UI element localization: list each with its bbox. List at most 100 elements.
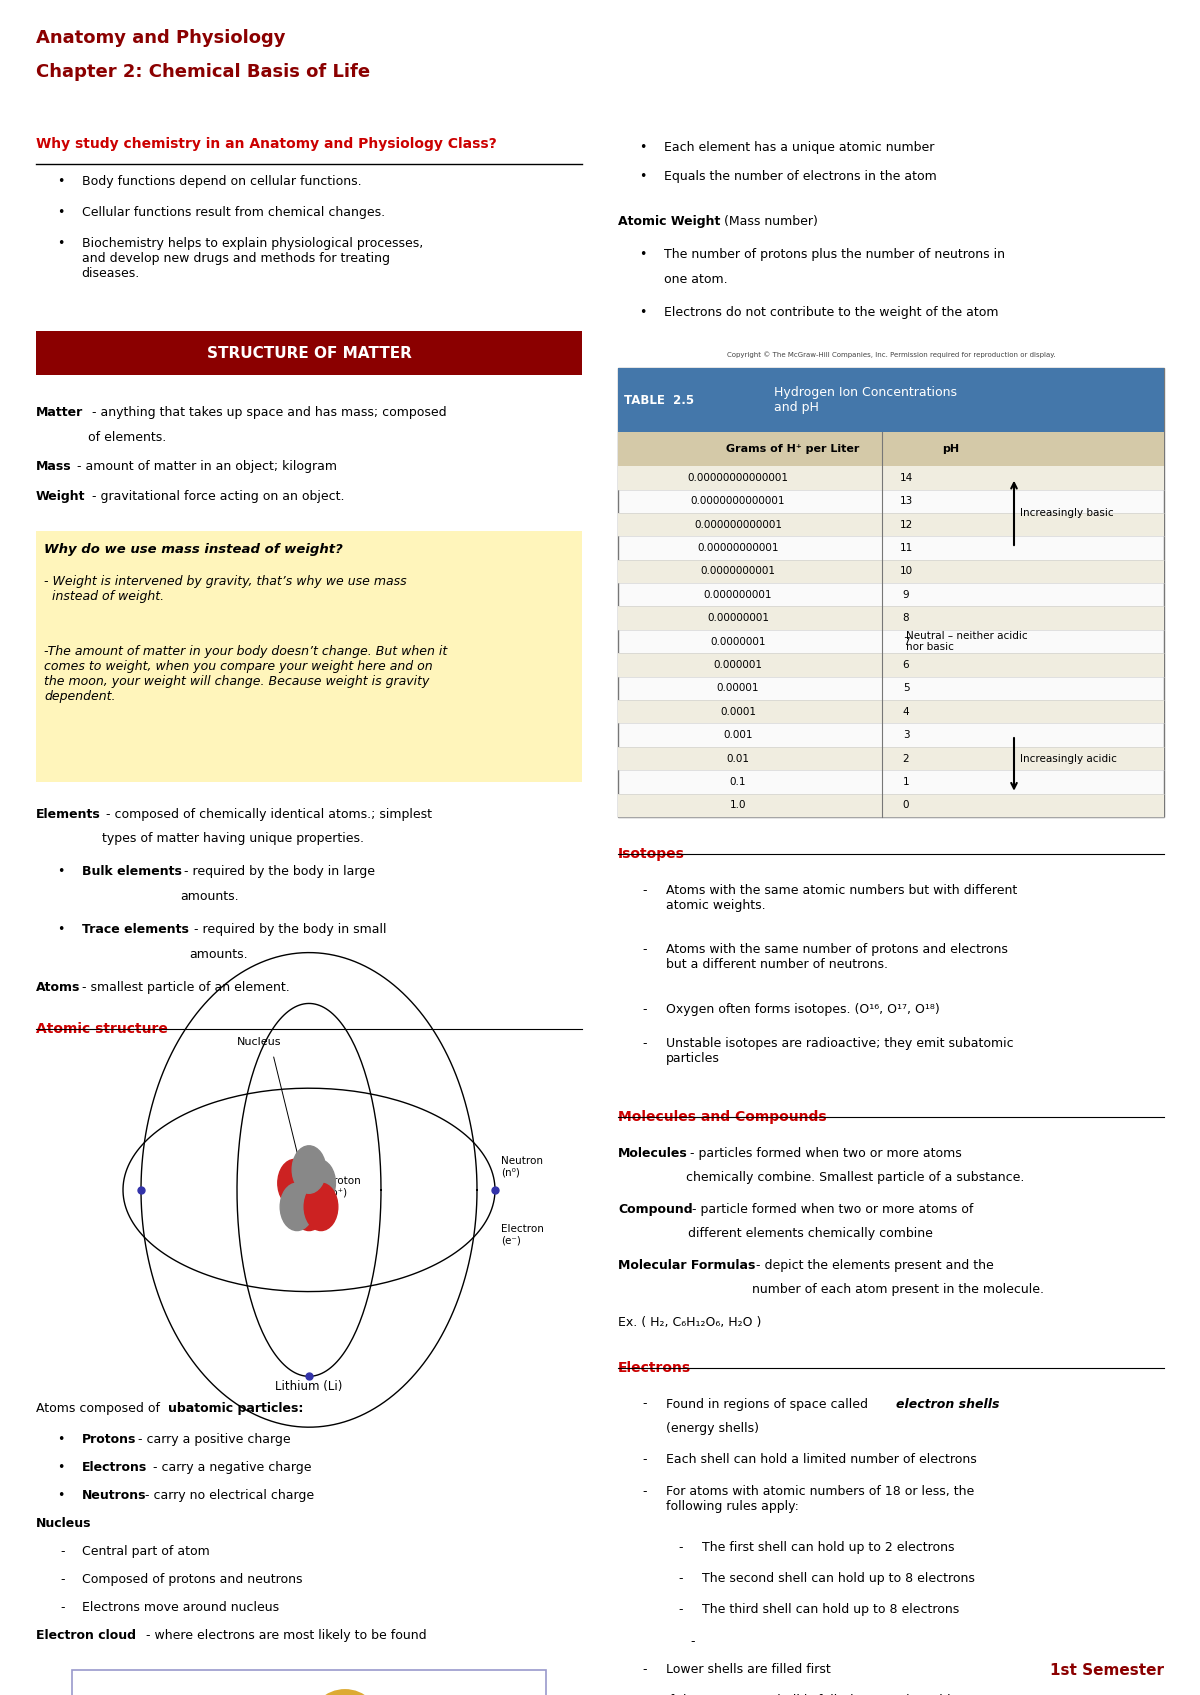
Text: Central part of atom: Central part of atom (82, 1546, 209, 1558)
Text: STRUCTURE OF MATTER: STRUCTURE OF MATTER (206, 346, 412, 361)
Text: 10: 10 (900, 566, 912, 576)
Text: Why study chemistry in an Anatomy and Physiology Class?: Why study chemistry in an Anatomy and Ph… (36, 137, 497, 151)
Text: Electron cloud: Electron cloud (36, 1629, 136, 1642)
Text: •: • (640, 141, 647, 154)
Text: Why do we use mass instead of weight?: Why do we use mass instead of weight? (44, 542, 343, 556)
Text: 1st Semester: 1st Semester (1050, 1663, 1164, 1678)
Text: Chapter 2: Chemical Basis of Life: Chapter 2: Chemical Basis of Life (36, 63, 370, 81)
Text: Electron
(e⁻): Electron (e⁻) (502, 1224, 544, 1246)
Text: Composed of protons and neutrons: Composed of protons and neutrons (82, 1573, 302, 1587)
Text: 0.0000000001: 0.0000000001 (701, 566, 775, 576)
Circle shape (281, 1183, 314, 1231)
Text: 9: 9 (902, 590, 910, 600)
Text: amounts.: amounts. (180, 890, 239, 903)
Text: 0.0000001: 0.0000001 (710, 637, 766, 646)
Text: For atoms with atomic numbers of 18 or less, the
following rules apply:: For atoms with atomic numbers of 18 or l… (666, 1485, 974, 1514)
Text: •: • (58, 1461, 65, 1475)
Text: (energy shells): (energy shells) (666, 1422, 760, 1436)
Text: 11: 11 (899, 542, 913, 553)
Text: 0.00000000000001: 0.00000000000001 (688, 473, 788, 483)
Text: of elements.: of elements. (88, 431, 166, 444)
Text: - depict the elements present and the: - depict the elements present and the (752, 1258, 994, 1271)
Text: 13: 13 (899, 497, 913, 507)
Text: •: • (640, 247, 647, 261)
FancyBboxPatch shape (618, 514, 1164, 536)
FancyBboxPatch shape (618, 368, 1164, 817)
Text: Increasingly acidic: Increasingly acidic (1020, 754, 1117, 763)
Text: pH: pH (942, 444, 959, 454)
Text: - gravitational force acting on an object.: - gravitational force acting on an objec… (88, 490, 344, 503)
Text: Body functions depend on cellular functions.: Body functions depend on cellular functi… (82, 175, 361, 188)
Text: •: • (58, 175, 65, 188)
Text: Found in regions of space called: Found in regions of space called (666, 1397, 872, 1410)
Text: 8: 8 (902, 614, 910, 624)
Text: •: • (58, 1432, 65, 1446)
Text: Ex. ( H₂, C₆H₁₂O₆, H₂O ): Ex. ( H₂, C₆H₁₂O₆, H₂O ) (618, 1315, 761, 1329)
Text: -: - (642, 1037, 647, 1051)
Text: 0.000000001: 0.000000001 (703, 590, 773, 600)
Text: Protons: Protons (82, 1432, 136, 1446)
Text: - where electrons are most likely to be found: - where electrons are most likely to be … (142, 1629, 426, 1642)
Text: Bulk elements: Bulk elements (82, 864, 181, 878)
Text: -: - (642, 1485, 647, 1498)
Text: 4: 4 (902, 707, 910, 717)
Text: The number of protons plus the number of neutrons in: The number of protons plus the number of… (664, 247, 1004, 261)
Text: TABLE  2.5: TABLE 2.5 (624, 393, 694, 407)
Text: number of each atom present in the molecule.: number of each atom present in the molec… (752, 1283, 1044, 1297)
Text: Weight: Weight (36, 490, 85, 503)
Text: Biochemistry helps to explain physiological processes,
and develop new drugs and: Biochemistry helps to explain physiologi… (82, 237, 422, 280)
Text: •: • (58, 864, 65, 878)
FancyBboxPatch shape (618, 607, 1164, 631)
FancyBboxPatch shape (618, 793, 1164, 817)
Text: Equals the number of electrons in the atom: Equals the number of electrons in the at… (664, 171, 936, 183)
Text: Copyright © The McGraw-Hill Companies, Inc. Permission required for reproduction: Copyright © The McGraw-Hill Companies, I… (727, 351, 1055, 358)
Text: electron shells: electron shells (896, 1397, 1000, 1410)
Text: Electrons: Electrons (82, 1461, 146, 1475)
FancyBboxPatch shape (618, 747, 1164, 770)
Text: -: - (642, 942, 647, 956)
Text: Electrons move around nucleus: Electrons move around nucleus (82, 1600, 278, 1614)
Text: - particles formed when two or more atoms: - particles formed when two or more atom… (686, 1146, 962, 1159)
Text: Mass: Mass (36, 459, 72, 473)
Text: •: • (58, 1488, 65, 1502)
Text: -The amount of matter in your body doesn’t change. But when it
comes to weight, : -The amount of matter in your body doesn… (44, 644, 448, 703)
Text: 5: 5 (902, 683, 910, 693)
Text: Atomic structure: Atomic structure (36, 1022, 168, 1036)
Text: Nucleus: Nucleus (36, 1517, 91, 1531)
Circle shape (278, 1159, 312, 1207)
Circle shape (293, 1183, 326, 1231)
Text: one atom.: one atom. (664, 273, 727, 286)
Text: 0.01: 0.01 (726, 754, 750, 763)
Text: •: • (640, 171, 647, 183)
Text: Each shell can hold a limited number of electrons: Each shell can hold a limited number of … (666, 1454, 977, 1466)
Text: 0.001: 0.001 (724, 731, 752, 741)
FancyBboxPatch shape (618, 368, 1164, 432)
Text: - carry no electrical charge: - carry no electrical charge (142, 1488, 314, 1502)
Text: -: - (642, 1002, 647, 1015)
Text: Hydrogen Ion Concentrations
and pH: Hydrogen Ion Concentrations and pH (774, 386, 958, 414)
Text: -: - (642, 1397, 647, 1410)
Text: 2: 2 (902, 754, 910, 763)
Text: - anything that takes up space and has mass; composed: - anything that takes up space and has m… (88, 407, 446, 419)
Text: •: • (58, 207, 65, 219)
Text: 0.000000000001: 0.000000000001 (694, 520, 782, 529)
Text: Grams of H⁺ per Liter: Grams of H⁺ per Liter (726, 444, 859, 454)
Text: -: - (642, 885, 647, 897)
Text: The third shell can hold up to 8 electrons: The third shell can hold up to 8 electro… (702, 1603, 959, 1617)
Text: Electrons: Electrons (618, 1361, 691, 1375)
Text: •: • (58, 922, 65, 936)
Text: - required by the body in large: - required by the body in large (180, 864, 374, 878)
Text: 1: 1 (902, 776, 910, 786)
Text: 0.0000000000001: 0.0000000000001 (691, 497, 785, 507)
Text: Neutrons: Neutrons (82, 1488, 146, 1502)
Text: Atoms composed of: Atoms composed of (36, 1402, 164, 1415)
Circle shape (293, 1146, 326, 1193)
FancyBboxPatch shape (620, 373, 728, 427)
Text: 0.000001: 0.000001 (714, 659, 762, 670)
Text: different elements chemically combine: different elements chemically combine (688, 1227, 932, 1241)
Text: Atomic Weight: Atomic Weight (618, 215, 720, 229)
Text: - composed of chemically identical atoms.; simplest: - composed of chemically identical atoms… (102, 807, 432, 820)
Text: -: - (690, 1634, 695, 1648)
Text: 0: 0 (902, 800, 910, 810)
Ellipse shape (310, 1688, 382, 1695)
